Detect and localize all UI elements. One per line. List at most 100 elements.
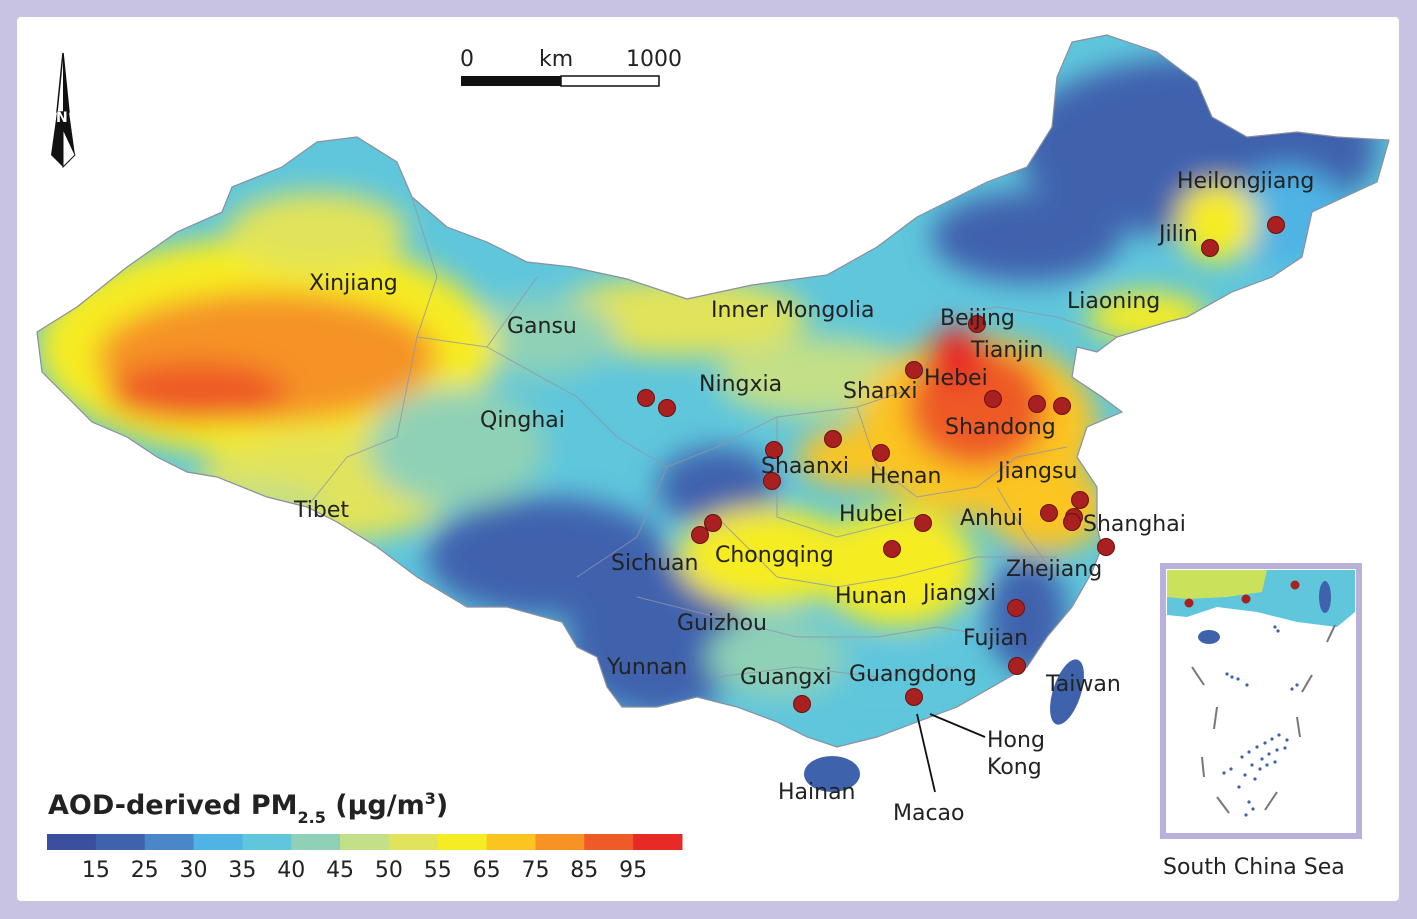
province-label: Qinghai	[480, 408, 565, 433]
inset-island	[1253, 777, 1257, 781]
legend-swatch	[193, 834, 243, 850]
legend-swatch	[535, 834, 585, 850]
city-marker	[1007, 599, 1025, 617]
city-markers	[637, 216, 1285, 713]
legend-tick-label: 40	[277, 858, 305, 883]
province-label: Ningxia	[699, 372, 782, 397]
legend-swatch	[633, 834, 683, 850]
inset-island	[1267, 752, 1271, 756]
province-label: Guangxi	[740, 665, 832, 690]
province-label: Hainan	[778, 780, 856, 805]
inset-island	[1258, 767, 1262, 771]
inset-island	[1243, 773, 1247, 777]
scale-bar: 0 km 1000	[460, 47, 682, 87]
map-frame: 0 km 1000 N Xinjiang Gansu Inner Mongolia B…	[17, 17, 1399, 901]
city-marker	[1040, 504, 1058, 522]
inset-island	[1247, 750, 1251, 754]
city-marker	[914, 514, 932, 532]
scale-end-label: 1000	[626, 47, 682, 72]
province-label: Anhui	[960, 506, 1023, 531]
inset-island	[1251, 807, 1255, 811]
province-label: Liaoning	[1067, 289, 1160, 314]
inset-island	[1295, 683, 1299, 687]
inset-island	[1229, 767, 1233, 771]
inset-island	[1273, 760, 1277, 764]
city-marker	[704, 514, 722, 532]
inset-island	[1225, 672, 1229, 676]
legend-swatch	[437, 834, 488, 850]
province-label: Hubei	[839, 502, 903, 527]
inset-island	[1276, 629, 1280, 633]
province-label: Guizhou	[677, 611, 767, 636]
province-label: Shaanxi	[761, 454, 849, 479]
hainan-island	[804, 756, 860, 792]
inset-island	[1236, 677, 1240, 681]
city-marker	[1097, 538, 1115, 556]
city-marker	[905, 361, 923, 379]
scale-start-label: 0	[460, 47, 474, 72]
province-label: Guangdong	[849, 662, 977, 687]
province-label: Tianjin	[970, 338, 1043, 363]
province-label: Inner Mongolia	[711, 298, 874, 323]
city-marker	[1071, 491, 1089, 509]
legend-tick-label: 25	[131, 858, 159, 883]
legend-tick-label: 50	[375, 858, 403, 883]
province-label: Yunnan	[606, 655, 687, 680]
inset-island	[1285, 738, 1289, 742]
inset-island	[1230, 675, 1234, 679]
inset-island	[1250, 763, 1254, 767]
province-label: Chongqing	[715, 543, 834, 568]
city-marker	[968, 315, 986, 333]
inset-island	[1265, 763, 1269, 767]
legend-tick-label: 30	[180, 858, 208, 883]
province-label: Kong	[987, 755, 1042, 780]
south-china-sea-inset: South China Sea	[1160, 563, 1362, 880]
city-marker	[1201, 239, 1219, 257]
taiwan-island	[1050, 659, 1084, 725]
legend-tick-label: 55	[424, 858, 452, 883]
legend-swatch	[388, 834, 439, 850]
scale-unit-label: km	[539, 47, 573, 72]
legend-tick-label: 35	[228, 858, 256, 883]
inset-island	[1247, 800, 1251, 804]
north-arrow-icon: N	[51, 52, 76, 169]
city-marker	[763, 472, 781, 490]
province-label: Macao	[893, 801, 965, 826]
province-label: Jilin	[1157, 222, 1198, 247]
legend-swatch	[291, 834, 341, 850]
china-outline	[36, 34, 1390, 748]
province-label: Shanxi	[843, 379, 917, 404]
legend-swatch	[242, 834, 292, 850]
province-labels: Xinjiang Gansu Inner Mongolia Beijing Tianji…	[293, 169, 1314, 826]
legend-swatch	[340, 834, 390, 850]
province-label: Hong	[987, 728, 1045, 753]
north-letter: N	[56, 110, 68, 126]
province-label: Heilongjiang	[1177, 169, 1314, 194]
city-marker	[658, 399, 676, 417]
city-marker	[905, 688, 923, 706]
city-marker	[883, 540, 901, 558]
city-marker	[1267, 216, 1285, 234]
city-marker	[1008, 657, 1026, 675]
inset-island	[1273, 625, 1277, 629]
legend-swatch	[584, 834, 634, 850]
inset-island	[1245, 683, 1249, 687]
legend-swatch	[144, 834, 195, 850]
inset-island	[1277, 733, 1281, 737]
legend-tick-label: 75	[521, 858, 549, 883]
province-label: Shandong	[945, 415, 1056, 440]
legend-tick-label: 45	[326, 858, 354, 883]
inset-island	[1290, 687, 1294, 691]
inset-island	[1260, 757, 1264, 761]
province-label: Zhejiang	[1006, 557, 1102, 582]
city-marker	[984, 390, 1002, 408]
inset-island	[1237, 785, 1241, 789]
legend-tick-label: 65	[473, 858, 501, 883]
legend-swatch	[486, 834, 536, 850]
province-label: Jiangxi	[921, 581, 996, 606]
inset-island	[1222, 771, 1226, 775]
legend: AOD-derived PM2.5 (μg/m3) 15 25 30 35 40 45 50…	[47, 789, 683, 883]
inset-island	[1255, 745, 1259, 749]
pm25-map: 0 km 1000 N Xinjiang Gansu Inner Mongolia B…	[36, 34, 1390, 883]
province-label: Fujian	[963, 626, 1028, 651]
